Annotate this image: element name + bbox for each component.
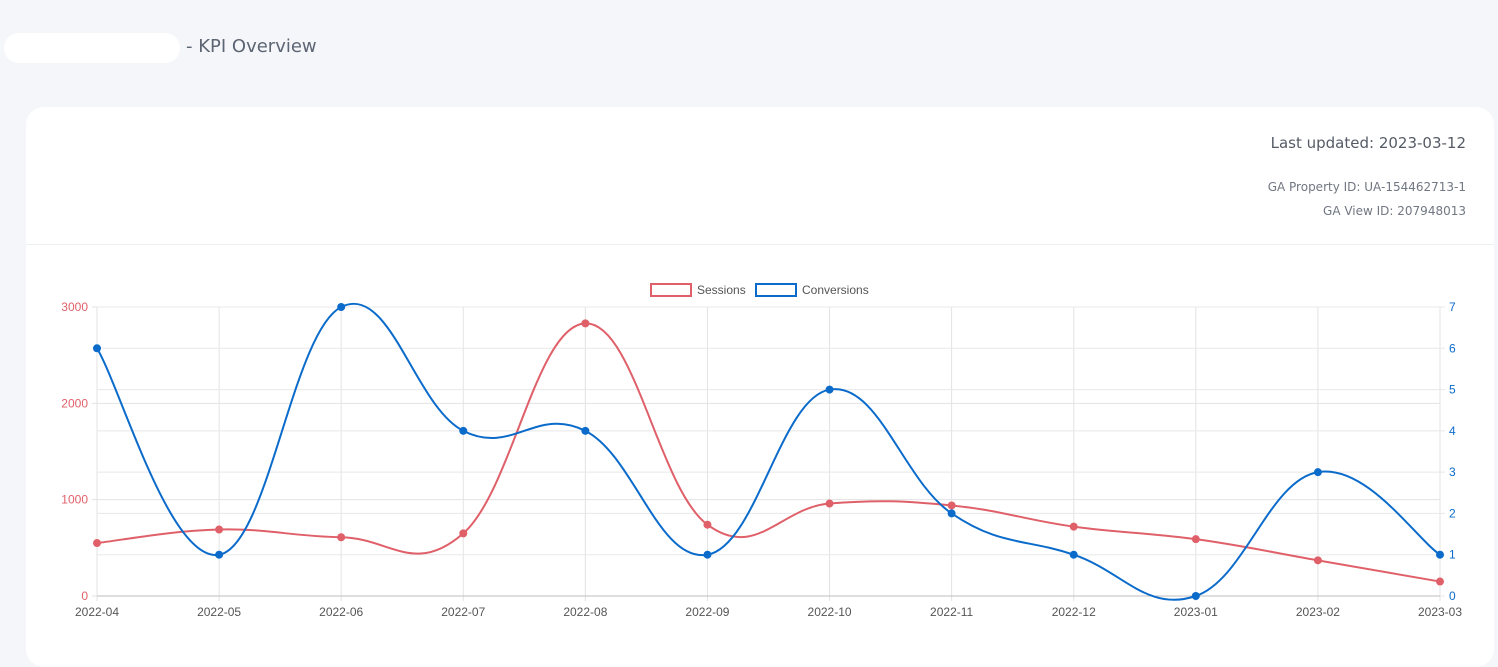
sessions-series-line <box>96 322 1441 583</box>
sessions-data-point <box>581 319 590 328</box>
x-tick-label: 2022-12 <box>1052 605 1096 619</box>
conversions-data-point <box>581 426 590 435</box>
redacted-site-name <box>4 33 180 63</box>
conversions-data-point <box>459 426 468 435</box>
y-right-tick-label: 0 <box>1449 589 1456 603</box>
conversions-data-point <box>825 385 834 394</box>
legend-label-sessions: Sessions <box>697 283 746 297</box>
y-right-tick-label: 3 <box>1449 465 1456 479</box>
conversions-data-point <box>1313 468 1322 477</box>
conversions-data-point <box>93 344 101 353</box>
y-right-tick-label: 2 <box>1449 506 1456 520</box>
sessions-data-point <box>459 529 468 538</box>
y-right-tick-label: 5 <box>1449 383 1456 397</box>
sessions-data-point <box>215 525 224 534</box>
x-tick-label: 2023-01 <box>1174 605 1218 619</box>
ga-property-id: GA Property ID: UA-154462713-1 <box>1267 180 1466 194</box>
sessions-data-point <box>1191 535 1200 544</box>
last-updated: Last updated: 2023-03-12 <box>1270 134 1466 152</box>
sessions-data-point <box>825 499 834 508</box>
page-header: - KPI Overview <box>0 0 1498 100</box>
sessions-data-point <box>1436 577 1444 586</box>
conversions-data-point <box>215 550 224 559</box>
y-right-tick-label: 6 <box>1449 341 1456 355</box>
y-left-tick-label: 1000 <box>61 493 88 507</box>
x-tick-label: 2023-02 <box>1296 605 1340 619</box>
sessions-data-point <box>1069 522 1078 531</box>
x-tick-label: 2023-03 <box>1418 605 1462 619</box>
y-left-tick-label: 2000 <box>61 396 88 410</box>
x-tick-label: 2022-07 <box>441 605 485 619</box>
x-tick-label: 2022-10 <box>808 605 852 619</box>
y-right-tick-label: 7 <box>1449 300 1456 314</box>
x-tick-label: 2022-04 <box>75 605 119 619</box>
legend-swatch-sessions <box>650 283 692 297</box>
x-tick-label: 2022-09 <box>685 605 729 619</box>
x-tick-label: 2022-06 <box>319 605 363 619</box>
legend-swatch-conversions <box>755 283 797 297</box>
conversions-data-point <box>337 303 346 311</box>
y-left-tick-label: 3000 <box>61 300 88 314</box>
sessions-data-point <box>703 520 712 529</box>
x-tick-label: 2022-08 <box>563 605 607 619</box>
legend-label-conversions: Conversions <box>802 283 869 297</box>
y-right-tick-label: 4 <box>1449 424 1456 438</box>
y-right-tick-label: 1 <box>1449 548 1456 562</box>
x-tick-label: 2022-05 <box>197 605 241 619</box>
conversions-data-point <box>1436 550 1444 559</box>
sessions-data-point <box>1313 556 1322 565</box>
sessions-data-point <box>337 533 346 542</box>
conversions-data-point <box>1069 550 1078 559</box>
sessions-data-point <box>947 501 956 510</box>
conversions-data-point <box>703 550 712 559</box>
conversions-data-point <box>1191 592 1200 600</box>
x-tick-label: 2022-11 <box>930 605 973 619</box>
y-left-tick-label: 0 <box>81 589 88 603</box>
ga-view-id: GA View ID: 207948013 <box>1323 204 1466 218</box>
page-title: - KPI Overview <box>186 36 317 57</box>
card-header: Last updated: 2023-03-12 GA Property ID:… <box>26 107 1494 245</box>
kpi-line-chart: 0 1000 2000 3000 0 1 2 3 4 5 6 7 2022-04 2022-05 2022-… <box>61 283 1462 619</box>
kpi-card: Last updated: 2023-03-12 GA Property ID:… <box>26 107 1494 667</box>
sessions-data-point <box>93 539 101 548</box>
conversions-data-point <box>947 509 956 518</box>
